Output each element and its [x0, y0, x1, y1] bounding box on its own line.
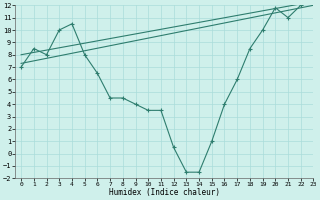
X-axis label: Humidex (Indice chaleur): Humidex (Indice chaleur) [108, 188, 220, 197]
